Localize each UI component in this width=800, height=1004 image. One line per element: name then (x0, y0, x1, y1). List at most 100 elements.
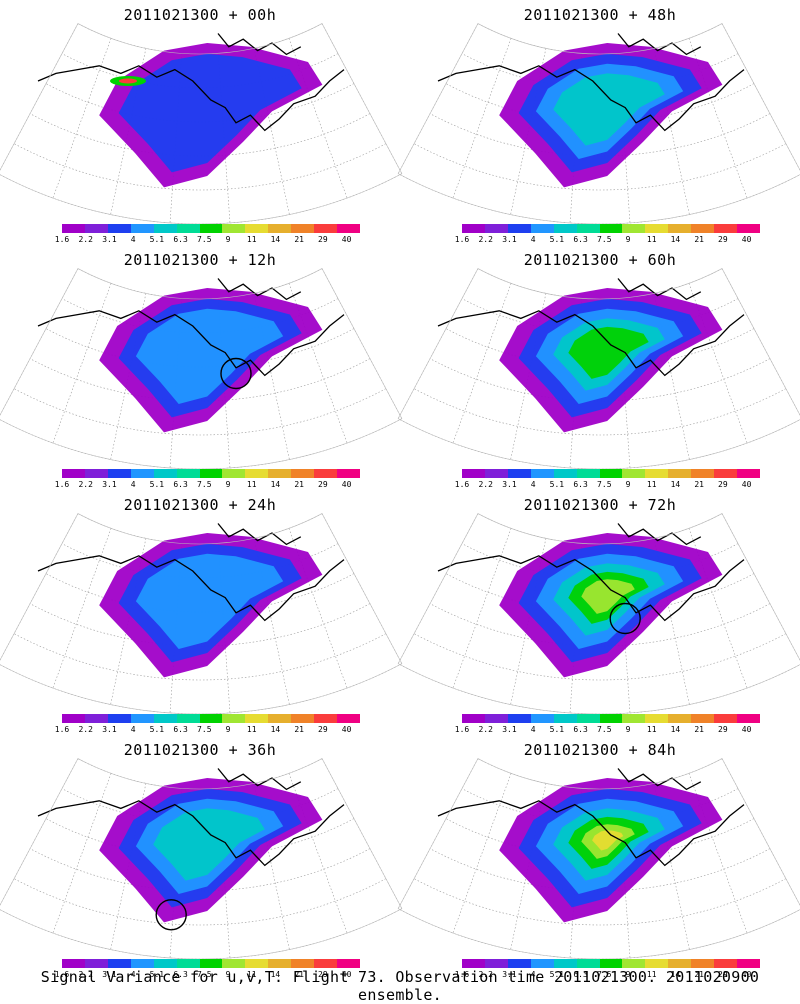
map-plot (397, 268, 800, 470)
coastline-north (617, 523, 702, 546)
colorbar-swatch (507, 469, 531, 478)
colorbar-swatch (622, 469, 646, 478)
colorbar-tick-label: 1.6 (454, 970, 470, 979)
colorbar-tick-label: 14 (270, 725, 281, 734)
colorbar-tick-label: 6.3 (173, 480, 188, 489)
colorbar-tick-label: 5.1 (149, 480, 165, 489)
colorbar-tick-label: 4 (530, 235, 536, 244)
colorbar-swatch (176, 469, 200, 478)
colorbar-tick-label: 9 (625, 725, 631, 734)
colorbar-tick-label: 4 (530, 725, 536, 734)
colorbar (462, 224, 760, 233)
colorbar-tick-label: 3.1 (102, 235, 117, 244)
colorbar-tick-label: 29 (318, 235, 328, 244)
colorbar-tick-label: 2.2 (78, 725, 93, 734)
colorbar-swatch (199, 959, 223, 968)
colorbar-tick-label: 29 (718, 235, 728, 244)
colorbar-tick-label: 40 (341, 725, 352, 734)
colorbar-swatch (268, 224, 292, 233)
colorbar-swatch (291, 714, 315, 723)
colorbar-swatch (268, 714, 292, 723)
colorbar-tick-label: 9 (625, 480, 631, 489)
colorbar-tick-label: 5.1 (149, 970, 165, 979)
colorbar-swatch (62, 959, 85, 968)
map-plot (0, 268, 403, 470)
colorbar-swatch (599, 714, 623, 723)
coastline-north (617, 768, 702, 791)
colorbar-tick-label: 40 (741, 970, 752, 979)
colorbar-tick-label: 29 (718, 725, 728, 734)
colorbar-swatch (222, 959, 246, 968)
colorbar-swatch (462, 469, 485, 478)
panel-title: 2011021300 + 24h (123, 496, 277, 514)
colorbar-swatch (107, 469, 131, 478)
variance-field (99, 288, 323, 433)
colorbar-tick-label: 6.3 (573, 235, 588, 244)
colorbar-tick-label: 21 (294, 235, 304, 244)
colorbar-tick-label: 5.1 (549, 970, 565, 979)
colorbar-swatch (714, 469, 738, 478)
coastline-north (217, 768, 302, 791)
colorbar-swatch (530, 469, 554, 478)
coastline-north (217, 278, 302, 301)
colorbar-tick-label: 40 (741, 725, 752, 734)
colorbar-swatch (599, 959, 623, 968)
colorbar-swatch (530, 714, 554, 723)
colorbar-swatch (553, 959, 577, 968)
map-panel: 2011021300 + 60h 1.6 2.2 3.1 4 5.1 6.3 7.5 9 11 14… (397, 245, 800, 490)
coastline-north (217, 523, 302, 546)
colorbar-tick-label: 3.1 (102, 480, 117, 489)
coastline (437, 310, 745, 377)
colorbar-swatch (62, 224, 85, 233)
colorbar-tick-label: 14 (670, 725, 681, 734)
colorbar-tick-label: 21 (294, 725, 304, 734)
colorbar-tick-label: 11 (646, 970, 657, 979)
colorbar-tick-label: 7.5 (597, 235, 612, 244)
colorbar-swatch (622, 714, 646, 723)
colorbar-swatch (462, 959, 485, 968)
colorbar-swatch (314, 959, 338, 968)
colorbar-swatch (737, 714, 760, 723)
variance-field (99, 43, 323, 188)
colorbar-tick-label: 3.1 (102, 970, 117, 979)
colorbar-tick-label: 14 (270, 970, 281, 979)
colorbar-tick-label: 11 (646, 480, 657, 489)
colorbar-swatch (691, 224, 715, 233)
observation-circle (609, 602, 641, 635)
panel-title: 2011021300 + 36h (123, 741, 277, 759)
colorbar-ticks: 1.6 2.2 3.1 4 5.1 6.3 7.5 9 11 14 21 29 40 (454, 235, 764, 247)
colorbar-tick-label: 4 (530, 480, 536, 489)
colorbar-tick-label: 9 (625, 970, 631, 979)
coastline-north (617, 278, 702, 301)
colorbar-swatch (314, 469, 338, 478)
colorbar-ticks: 1.6 2.2 3.1 4 5.1 6.3 7.5 9 11 14 21 29 40 (54, 480, 364, 492)
colorbar-swatch (645, 959, 669, 968)
colorbar-tick-label: 6.3 (573, 725, 588, 734)
colorbar-tick-label: 21 (294, 480, 304, 489)
panel-title: 2011021300 + 72h (523, 496, 677, 514)
colorbar-tick-label: 6.3 (573, 970, 588, 979)
map-panel: 2011021300 + 72h 1.6 2.2 3.1 4 5.1 6.3 7.5 9 11 14… (397, 490, 800, 735)
map-plot (397, 23, 800, 225)
colorbar-tick-label: 4 (130, 725, 136, 734)
colorbar-swatch (107, 714, 131, 723)
colorbar-swatch (153, 224, 177, 233)
colorbar-tick-label: 14 (270, 480, 281, 489)
colorbar-tick-label: 3.1 (102, 725, 117, 734)
colorbar-swatch (530, 959, 554, 968)
colorbar-swatch (462, 714, 485, 723)
colorbar-tick-label: 11 (646, 235, 657, 244)
colorbar-tick-label: 5.1 (549, 480, 565, 489)
panel-title: 2011021300 + 12h (123, 251, 277, 269)
coastline (37, 800, 345, 867)
map-boundary (397, 513, 800, 715)
coastline (37, 310, 345, 377)
colorbar-tick-label: 7.5 (197, 480, 212, 489)
colorbar (62, 469, 360, 478)
map-boundary (0, 758, 403, 960)
map-boundary (397, 758, 800, 960)
colorbar-tick-label: 7.5 (197, 235, 212, 244)
colorbar-swatch (576, 714, 600, 723)
map-panel: 2011021300 + 36h 1.6 2.2 3.1 4 5.1 6.3 7.5 9 11 14… (0, 735, 403, 980)
colorbar-swatch (484, 714, 508, 723)
